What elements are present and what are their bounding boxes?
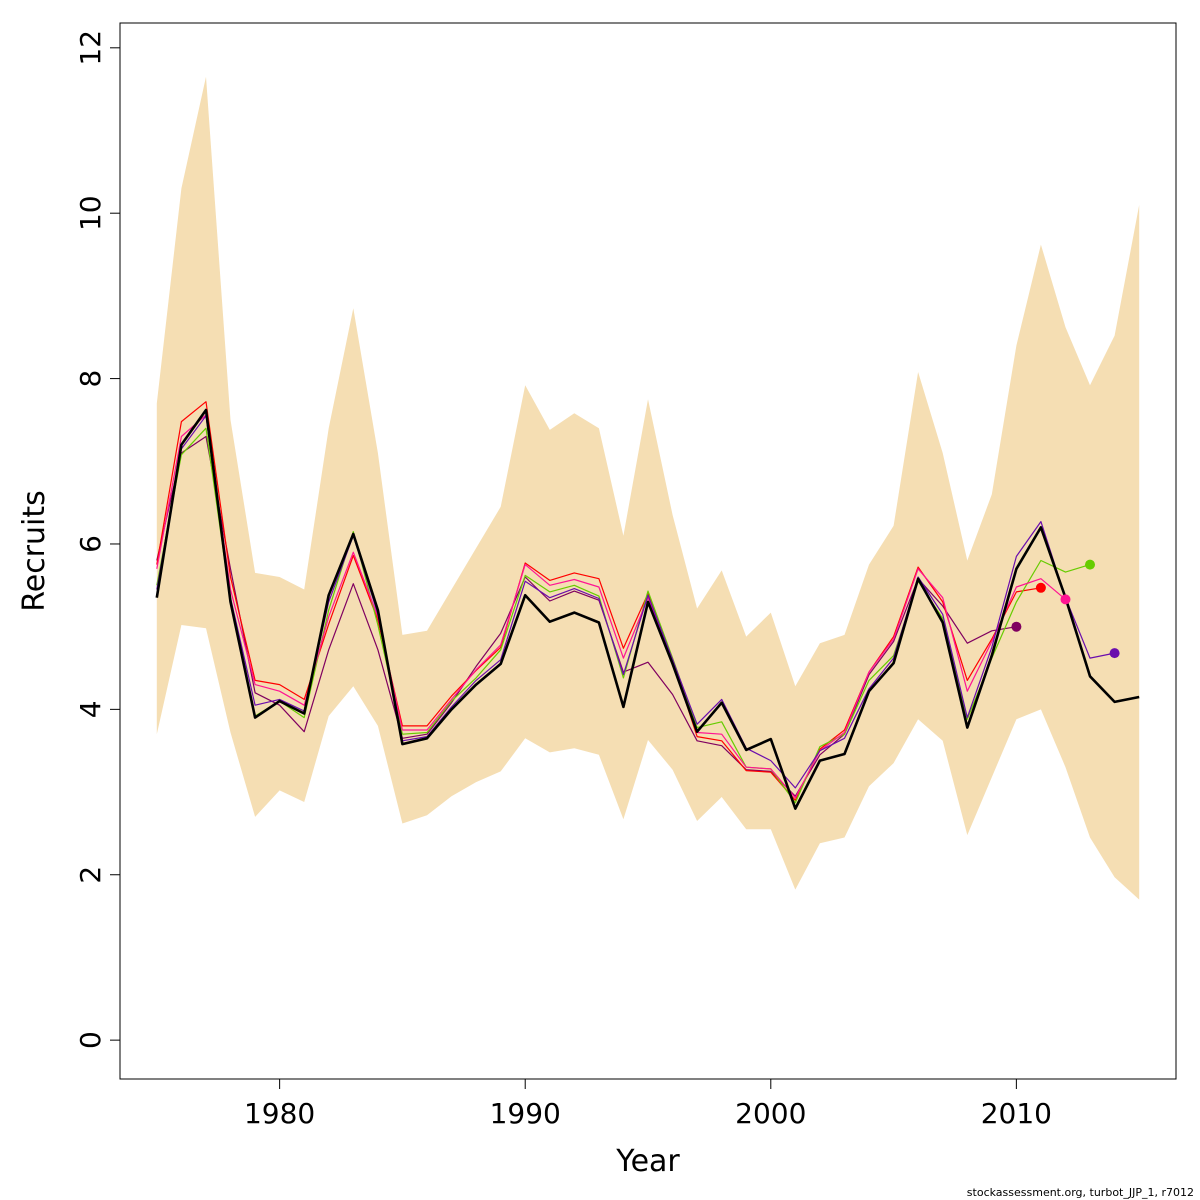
- series-line-peel-2: [156, 401, 1041, 801]
- y-tick-label: 2: [74, 866, 107, 884]
- series-endpoint-peel-1: [1011, 621, 1022, 632]
- x-tick-label: 1980: [244, 1097, 315, 1130]
- y-tick-label: 6: [74, 535, 107, 553]
- x-tick-label: 2000: [735, 1097, 806, 1130]
- endpoint-layer: [1011, 559, 1120, 659]
- series-line-main: [155, 408, 1140, 810]
- x-tick-label: 1990: [490, 1097, 561, 1130]
- series-endpoint-peel-2: [1035, 582, 1046, 593]
- confidence-band: [156, 76, 1140, 900]
- y-tick-label: 12: [74, 30, 107, 66]
- y-tick-label: 10: [74, 195, 107, 231]
- y-axis: 0 2 4 6 8 10 12: [74, 30, 121, 1049]
- x-axis-title: Year: [615, 1144, 680, 1179]
- series-endpoint-peel-3: [1085, 559, 1095, 570]
- y-tick-label: 8: [74, 370, 107, 388]
- series-endpoint-peel-5: [1109, 648, 1120, 659]
- series-line-peel-1: [156, 435, 1017, 797]
- y-tick-label: 0: [74, 1031, 107, 1049]
- series-layer: [155, 401, 1140, 810]
- x-axis: 1980 1990 2000 2010: [244, 1078, 1052, 1130]
- y-tick-label: 4: [74, 700, 107, 718]
- confidence-band-layer: [156, 76, 1140, 900]
- x-tick-label: 2010: [981, 1097, 1052, 1130]
- footnote: stockassessment.org, turbot_JJP_1, r7012: [967, 1186, 1194, 1199]
- y-axis-title: Recruits: [17, 490, 52, 612]
- series-endpoint-peel-4: [1060, 594, 1071, 605]
